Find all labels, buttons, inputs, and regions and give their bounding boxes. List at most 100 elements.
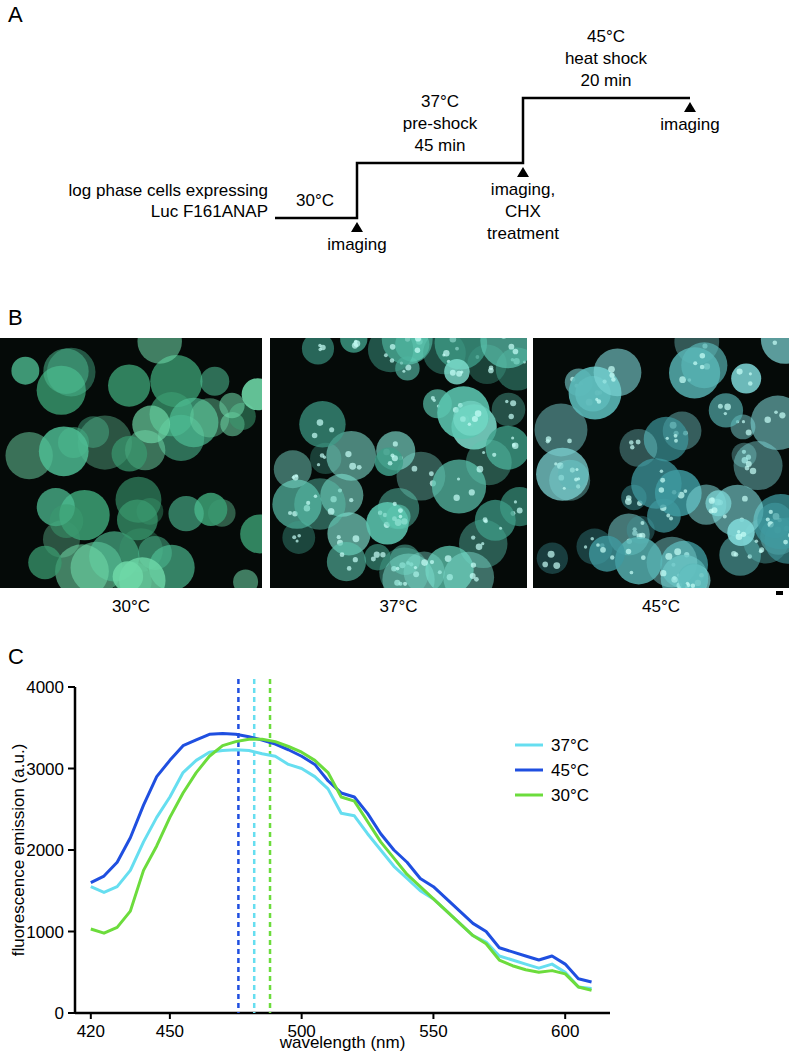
speckle bbox=[345, 451, 351, 457]
cell bbox=[631, 458, 682, 509]
speckle bbox=[505, 400, 508, 403]
speckle bbox=[314, 494, 318, 498]
speckle bbox=[443, 350, 449, 356]
speckle bbox=[674, 439, 678, 443]
cell bbox=[678, 563, 708, 588]
cell bbox=[117, 499, 158, 540]
speckle bbox=[296, 539, 299, 542]
speckle bbox=[626, 495, 632, 501]
speckle bbox=[415, 338, 421, 342]
speckle bbox=[765, 417, 771, 423]
speckle bbox=[666, 437, 669, 440]
speckle bbox=[610, 555, 614, 559]
cell bbox=[432, 459, 486, 513]
speckle bbox=[749, 372, 752, 375]
step-label: pre-shock bbox=[403, 114, 478, 133]
speckle bbox=[483, 517, 488, 522]
y-tick-label: 4000 bbox=[26, 678, 64, 697]
speckle bbox=[384, 353, 388, 357]
speckle bbox=[412, 466, 418, 472]
speckle bbox=[508, 344, 514, 350]
panel-label: A bbox=[8, 2, 23, 27]
speckle bbox=[750, 468, 757, 475]
cell bbox=[475, 500, 516, 541]
step-label: 30°C bbox=[296, 191, 334, 210]
peak-line bbox=[269, 679, 272, 1013]
peak-line bbox=[237, 679, 240, 1013]
speckle bbox=[700, 365, 705, 370]
speckle bbox=[323, 456, 326, 459]
cell bbox=[168, 496, 203, 531]
speckle bbox=[429, 471, 434, 476]
speckle bbox=[742, 496, 748, 502]
x-tick bbox=[90, 1013, 92, 1019]
cell bbox=[200, 367, 229, 396]
cell bbox=[681, 342, 727, 388]
image-label: 37°C bbox=[380, 597, 418, 616]
step-label: 45 min bbox=[414, 136, 465, 155]
image-label: 45°C bbox=[642, 597, 680, 616]
cell bbox=[443, 552, 494, 588]
cell bbox=[112, 436, 148, 472]
speckle bbox=[482, 451, 485, 454]
cell bbox=[731, 364, 761, 394]
cell bbox=[444, 359, 470, 385]
speckle bbox=[472, 416, 478, 422]
cell bbox=[77, 416, 109, 448]
speckle bbox=[660, 570, 666, 576]
legend-swatch bbox=[515, 794, 543, 797]
speckle bbox=[453, 495, 459, 501]
cell bbox=[686, 485, 726, 525]
speckle bbox=[288, 511, 292, 515]
speckle bbox=[492, 453, 496, 457]
speckle bbox=[337, 535, 341, 539]
speckle bbox=[736, 533, 743, 540]
speckle bbox=[745, 466, 750, 471]
speckle bbox=[393, 502, 397, 506]
step-label: 37°C bbox=[421, 92, 459, 111]
x-axis-label: wavelength (nm) bbox=[279, 1033, 406, 1052]
speckle bbox=[349, 498, 353, 502]
speckle bbox=[415, 347, 421, 353]
cell bbox=[589, 536, 625, 572]
speckle bbox=[660, 469, 664, 473]
cell bbox=[233, 569, 258, 588]
image-label: 30°C bbox=[112, 597, 150, 616]
speckle bbox=[414, 566, 417, 569]
speckle bbox=[640, 521, 644, 525]
speckle bbox=[471, 535, 475, 539]
speckle bbox=[691, 583, 695, 587]
speckle bbox=[641, 555, 646, 560]
cell bbox=[108, 364, 150, 406]
speckle bbox=[542, 562, 548, 568]
cell bbox=[132, 405, 170, 443]
cell bbox=[404, 552, 445, 588]
speckle bbox=[390, 454, 394, 458]
cell bbox=[47, 348, 96, 397]
x-tick-label: 550 bbox=[419, 1022, 447, 1041]
speckle bbox=[513, 349, 519, 355]
speckle bbox=[318, 344, 321, 347]
y-tick-label: 2000 bbox=[26, 841, 64, 860]
y-tick-label: 0 bbox=[55, 1004, 64, 1023]
speckle bbox=[636, 440, 641, 445]
speckle bbox=[430, 560, 434, 564]
speckle bbox=[328, 508, 335, 515]
speckle bbox=[353, 340, 360, 347]
speckle bbox=[674, 548, 681, 555]
event-arrow bbox=[684, 102, 696, 112]
speckle bbox=[514, 500, 517, 503]
plot-area bbox=[91, 679, 592, 1013]
speckle bbox=[734, 552, 739, 557]
speckle bbox=[577, 477, 580, 480]
speckle bbox=[450, 370, 456, 376]
micrograph bbox=[0, 338, 262, 588]
speckle bbox=[354, 340, 358, 344]
speckle bbox=[457, 477, 460, 480]
y-tick bbox=[68, 931, 75, 933]
event-label: treatment bbox=[487, 224, 559, 243]
x-tick-label: 450 bbox=[156, 1022, 184, 1041]
step-label: heat shock bbox=[565, 49, 648, 68]
micrograph bbox=[533, 338, 789, 588]
x-tick bbox=[432, 1013, 434, 1019]
